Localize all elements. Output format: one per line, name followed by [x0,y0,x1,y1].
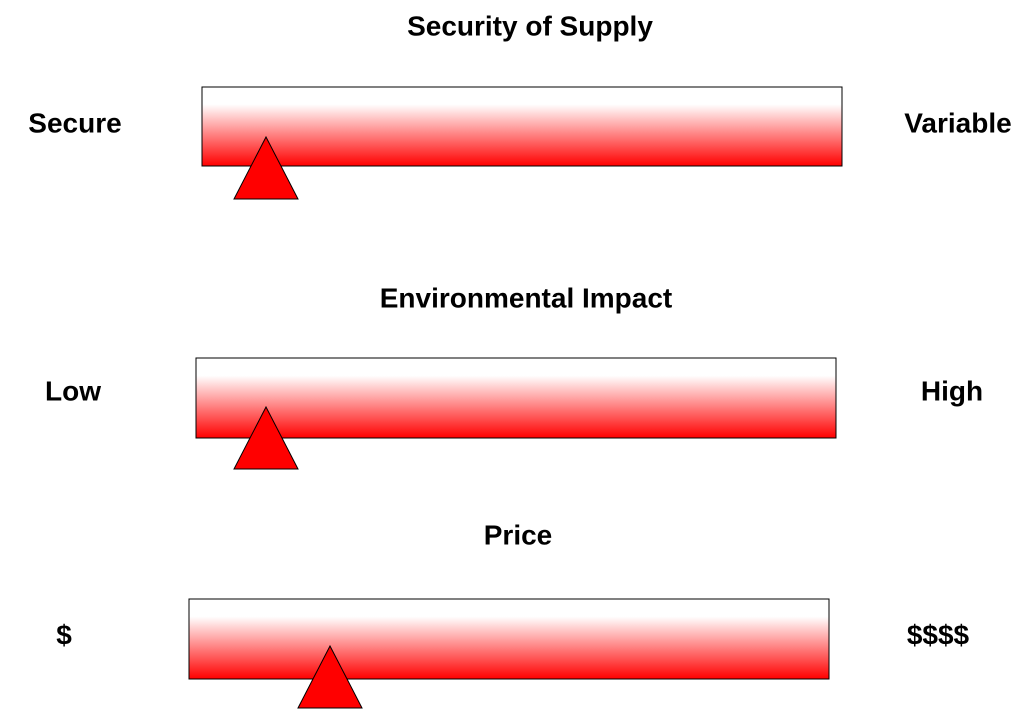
right-label: Variable [904,107,1011,138]
right-label: $$$$ [907,619,970,650]
slider-title: Security of Supply [407,10,653,41]
slider-bar [188,598,830,680]
left-label: $ [56,619,72,650]
slider-title: Environmental Impact [380,282,673,313]
left-label: Secure [28,107,121,138]
slider-bar [201,86,843,167]
slider-bar [195,357,837,439]
slider-title: Price [484,519,553,550]
left-label: Low [45,375,101,406]
right-label: High [921,375,983,406]
slider-marker [297,644,363,709]
slider-marker [233,135,299,200]
slider-marker [233,405,299,470]
